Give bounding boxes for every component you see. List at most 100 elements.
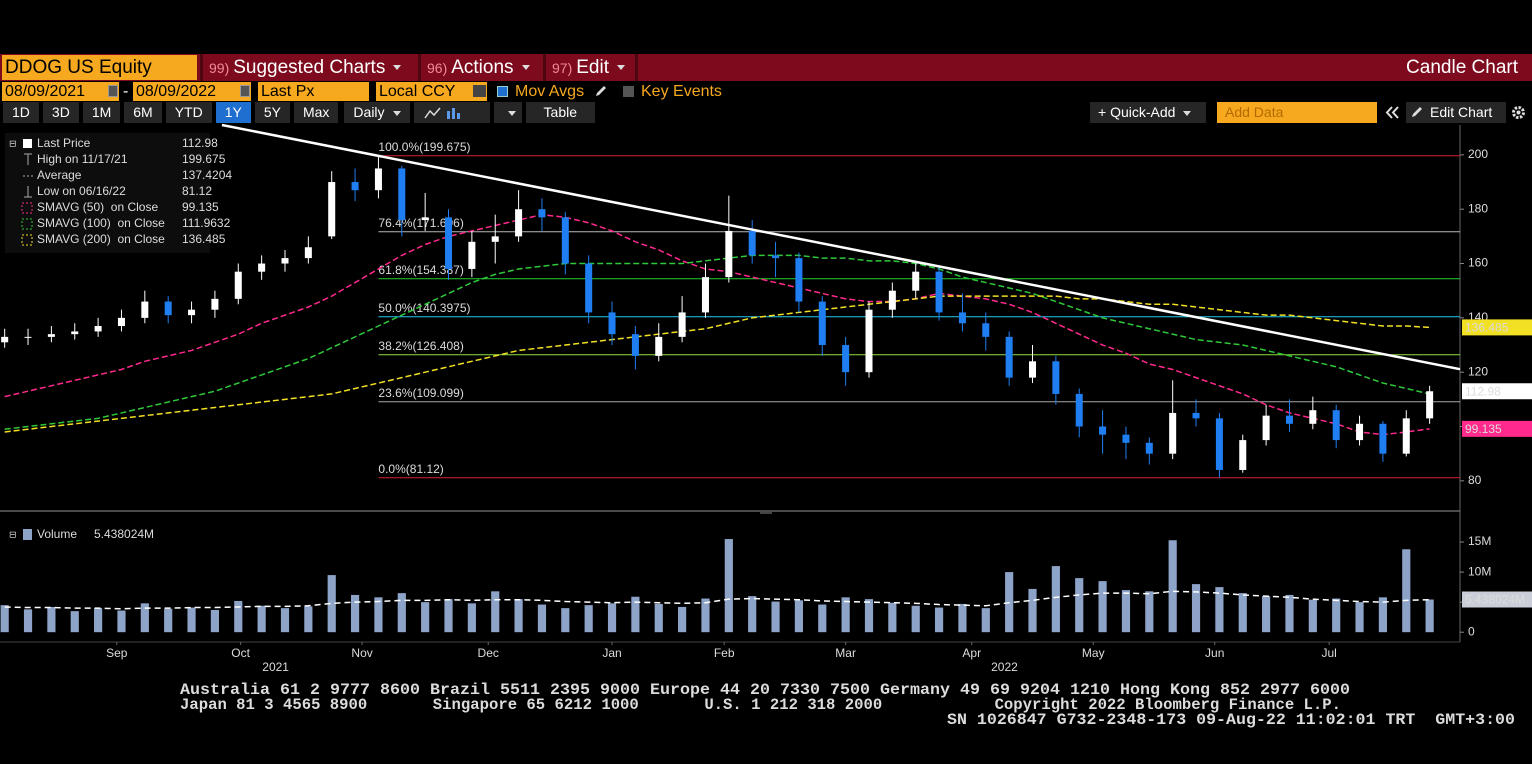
menu-actions[interactable]: 96) Actions — [418, 54, 543, 81]
period-button[interactable]: 1M — [82, 102, 121, 123]
mov-avgs-checkbox[interactable] — [497, 86, 508, 97]
legend-label: Volume — [37, 527, 77, 541]
candle-body — [188, 309, 196, 316]
volume-bar — [467, 603, 476, 633]
period-button[interactable]: 5Y — [254, 102, 290, 123]
menu-number: 99) — [209, 60, 230, 76]
candle-body — [468, 241, 476, 269]
candle-body — [1402, 418, 1410, 454]
volume-bar — [1355, 602, 1364, 633]
menu-edit[interactable]: 97) Edit — [543, 54, 638, 81]
quick-add[interactable]: + Quick-Add — [1090, 102, 1206, 123]
currency-text: Local CCY — [379, 83, 456, 100]
legend: ⊟ Last Price 112.98 High on 11/17/21 199… — [5, 133, 232, 253]
volume-bar — [1075, 578, 1084, 633]
legend-label: SMAVG (100) on Close — [37, 216, 165, 230]
legend-swatch — [21, 202, 33, 214]
legend-label: SMAVG (50) on Close — [37, 200, 158, 214]
volume-bar — [1121, 590, 1131, 633]
menu-suggested-charts[interactable]: 99) Suggested Charts — [200, 54, 418, 81]
period-button[interactable]: 1D — [3, 102, 39, 123]
period-button[interactable]: YTD — [165, 102, 212, 123]
candle-body — [1075, 393, 1083, 427]
fib-label: 50.0%(140.3975) — [378, 301, 470, 315]
volume-bar — [864, 599, 874, 633]
candle-body — [935, 271, 943, 313]
ticker-field[interactable]: DDOG US Equity — [2, 55, 197, 80]
table-button[interactable]: Table — [525, 102, 596, 123]
volume-bar — [47, 606, 56, 633]
field-select[interactable]: Last Px — [258, 82, 369, 101]
volume-bar — [304, 606, 313, 633]
legend-value: 199.675 — [182, 152, 226, 166]
volume-bar — [140, 603, 149, 633]
legend-collapse-icon: ⊟ — [9, 529, 17, 539]
volume-bar — [1402, 549, 1411, 633]
candle-body — [1005, 336, 1013, 378]
frequency-select[interactable]: Daily — [344, 102, 410, 123]
candle-body — [281, 258, 289, 264]
price-badge — [1462, 319, 1532, 336]
volume-bar — [1285, 594, 1294, 633]
candle-body — [678, 312, 686, 337]
x-tick-label: Oct — [231, 646, 250, 660]
volume-bar — [514, 599, 523, 633]
volume-bar — [70, 611, 79, 633]
settings-icon[interactable] — [1510, 104, 1527, 121]
legend-value: 99.135 — [182, 200, 219, 214]
end-date[interactable]: 08/09/2022 — [133, 82, 251, 101]
dropdown-arrow — [507, 110, 516, 116]
footer-line: Japan 81 3 4565 8900 Singapore 65 6212 1… — [180, 696, 1341, 714]
period-button[interactable]: 3D — [42, 102, 79, 123]
candle-body — [515, 209, 523, 237]
menu-number: 96) — [427, 60, 448, 76]
x-tick-label: May — [1082, 646, 1105, 660]
chart-style-dropdown[interactable] — [493, 102, 522, 123]
volume-bar — [888, 602, 897, 633]
volume-bar — [818, 604, 827, 633]
y-tick-label: 180 — [1468, 201, 1488, 215]
x-tick-label: Jul — [1322, 646, 1337, 660]
edit-chart[interactable]: Edit Chart — [1406, 102, 1506, 123]
candle-body — [117, 317, 125, 327]
volume-bar — [1308, 599, 1317, 633]
legend-value: 136.485 — [182, 232, 226, 246]
candle-body — [351, 182, 359, 191]
period-button[interactable]: Max — [293, 102, 339, 123]
candle-body — [71, 331, 79, 335]
candle-body — [818, 301, 826, 346]
volume-bar — [748, 596, 757, 633]
legend-swatch — [21, 218, 33, 230]
candle-body — [1356, 423, 1364, 441]
candle-body — [608, 312, 616, 335]
quick-add-text: + Quick-Add — [1098, 104, 1176, 120]
pencil-icon[interactable] — [594, 84, 608, 98]
volume-legend: ⊟ Volume 5.438024M — [9, 527, 154, 541]
add-data-input[interactable]: Add Data — [1217, 102, 1377, 123]
volume-bar — [350, 594, 360, 633]
currency-select[interactable]: Local CCY — [376, 82, 487, 101]
collapse-icon[interactable] — [1383, 104, 1401, 121]
period-button[interactable]: 6M — [124, 102, 162, 123]
price-badge — [1462, 591, 1532, 608]
chart-style-icons[interactable] — [413, 102, 490, 123]
key-events-checkbox[interactable] — [623, 86, 634, 97]
volume-bar — [934, 607, 944, 633]
calendar-icon[interactable] — [240, 85, 250, 97]
candle-body — [1215, 418, 1223, 470]
volume-bar — [1378, 597, 1387, 633]
fib-label: 0.0%(81.12) — [378, 462, 443, 476]
period-button[interactable]: 1Y — [215, 102, 251, 123]
calendar-icon[interactable] — [108, 85, 118, 97]
volume-bar — [958, 603, 967, 633]
volume-bar — [1238, 593, 1247, 633]
candle-body — [304, 247, 312, 259]
dropdown-button[interactable] — [473, 85, 486, 97]
start-date[interactable]: 08/09/2021 — [2, 82, 119, 101]
key-events-label[interactable]: Key Events — [641, 83, 722, 100]
volume-bar — [607, 603, 617, 633]
mov-avgs-label[interactable]: Mov Avgs — [515, 83, 585, 100]
x-tick-label: Mar — [835, 646, 856, 660]
